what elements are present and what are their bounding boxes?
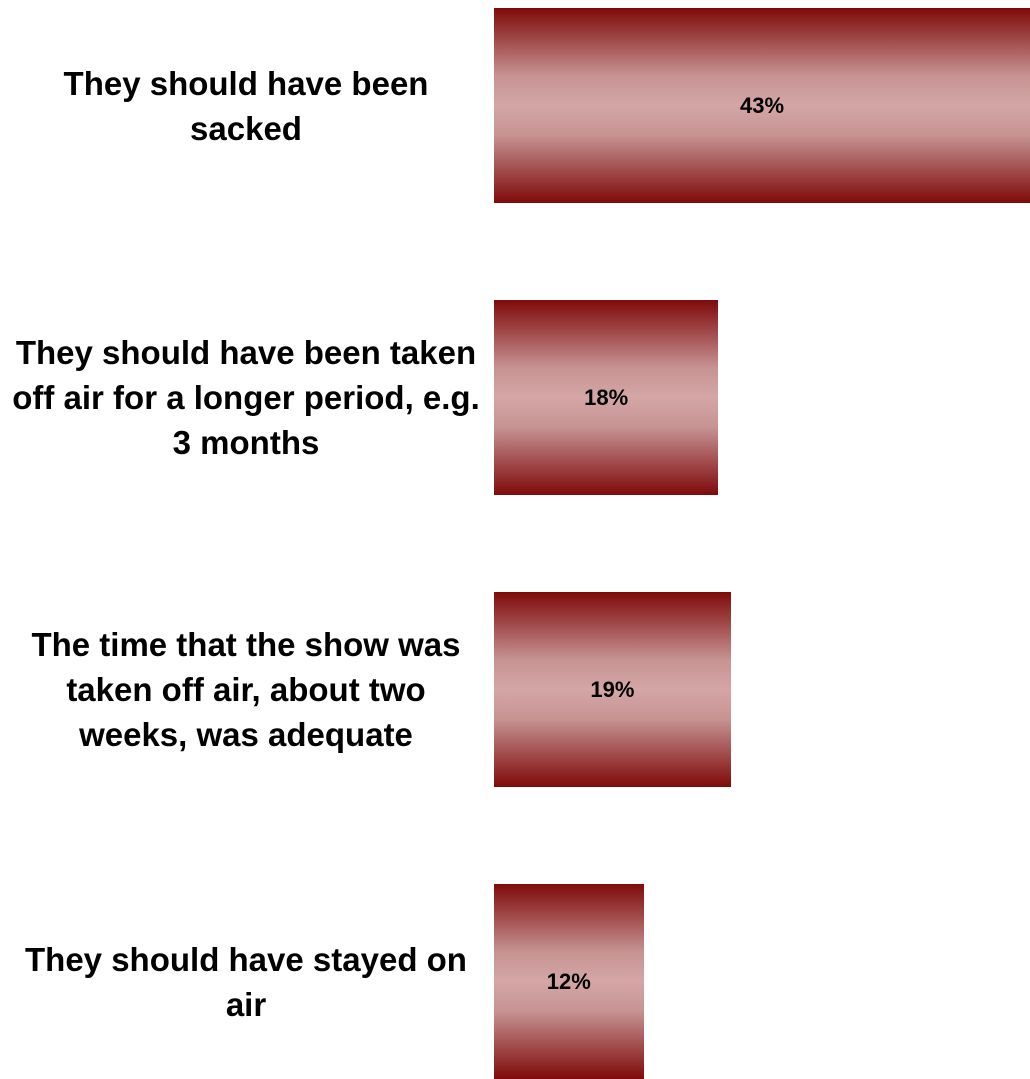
category-label: They should have been sacked (63, 64, 429, 147)
bar: 18% (494, 300, 719, 495)
category-label: They should have stayed on air (25, 940, 467, 1023)
bar: 12% (494, 884, 644, 1079)
bar: 43% (494, 8, 1030, 203)
bar: 19% (494, 592, 731, 787)
value-label: 43% (739, 92, 785, 118)
category-label: The time that the show was taken off air… (31, 626, 461, 753)
value-label: 18% (584, 384, 629, 410)
category-label: They should have been taken off air for … (12, 334, 480, 461)
value-label: 19% (590, 676, 635, 702)
value-label: 12% (546, 968, 591, 994)
